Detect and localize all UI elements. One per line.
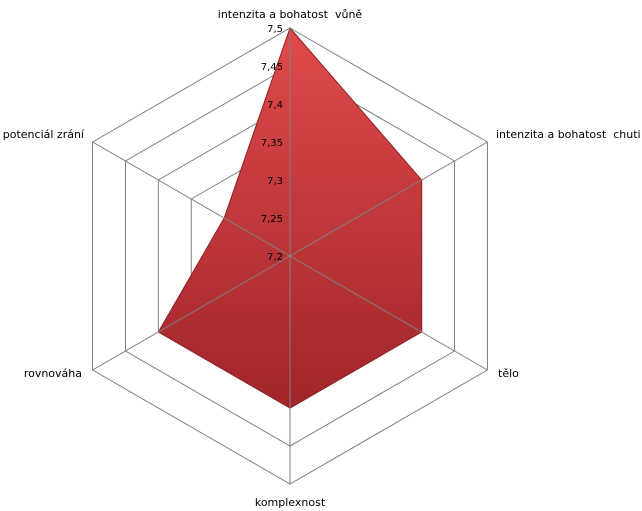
spoke-line [92, 141, 291, 257]
tick-label: 7,35 [261, 138, 283, 149]
tick-label: 7,45 [261, 62, 283, 73]
radial-tick-labels: 7,2 7,25 7,3 7,35 7,4 7,45 7,5 [261, 24, 283, 263]
tick-label: 7,5 [267, 24, 283, 35]
category-label: intenzita a bohatost vůně [218, 8, 363, 21]
tick-label: 7,4 [267, 100, 283, 111]
radar-spokes [92, 28, 488, 484]
category-label: komplexnost [255, 496, 326, 509]
spoke-line [92, 255, 291, 371]
category-label: rovnováha [24, 367, 82, 380]
tick-label: 7,2 [267, 252, 283, 263]
category-label: potenciál zrání [3, 128, 85, 141]
spoke-line [289, 141, 488, 257]
category-labels: intenzita a bohatost vůně intenzita a boh… [3, 8, 641, 509]
category-label: intenzita a bohatost chuti [496, 128, 641, 141]
spoke-line [289, 255, 488, 371]
category-label: tělo [498, 367, 519, 380]
tick-label: 7,3 [267, 176, 283, 187]
tick-label: 7,25 [261, 214, 283, 225]
